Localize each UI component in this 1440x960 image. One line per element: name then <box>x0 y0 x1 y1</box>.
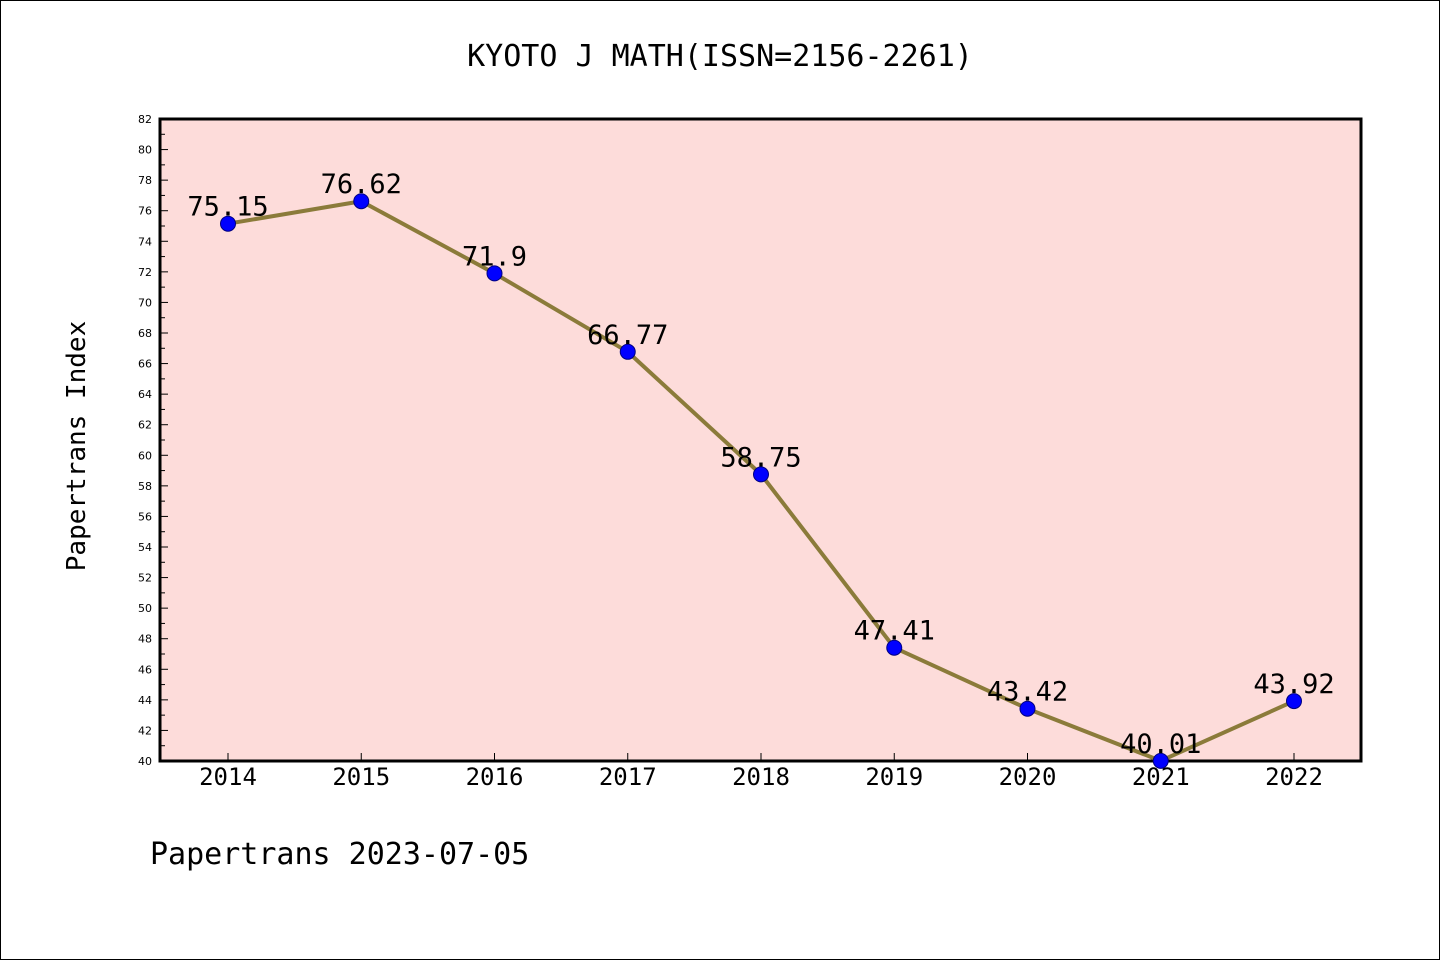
y-tick-label: 48 <box>138 633 152 646</box>
data-point <box>619 343 636 360</box>
plot-area <box>158 117 1363 763</box>
x-tick-label: 2017 <box>599 763 657 791</box>
data-point <box>1019 700 1036 717</box>
data-point <box>886 639 903 656</box>
data-point <box>753 466 769 483</box>
x-axis: 2014 2015 2016 2017 2018 2019 2020 2021 2022 <box>199 753 1323 791</box>
y-tick-label: 60 <box>138 449 152 462</box>
data-point <box>353 193 370 210</box>
y-tick-label: 46 <box>138 663 152 676</box>
data-label: 76.62 <box>321 169 402 200</box>
y-tick-label: 54 <box>138 541 152 554</box>
data-label: 71.9 <box>462 241 527 272</box>
y-tick-label: 80 <box>138 144 152 157</box>
x-tick-label: 2019 <box>865 763 923 791</box>
y-tick-label: 44 <box>138 694 152 707</box>
x-tick-label: 2014 <box>199 763 257 791</box>
y-tick-label: 70 <box>138 296 152 309</box>
data-point <box>486 265 503 282</box>
data-point <box>1152 752 1169 769</box>
y-tick-label: 68 <box>138 327 152 340</box>
data-point <box>220 215 236 232</box>
data-label: 43.42 <box>987 677 1068 708</box>
y-tick-label: 58 <box>138 480 152 493</box>
data-label: 40.01 <box>1120 729 1201 760</box>
x-tick-label: 2020 <box>999 763 1057 791</box>
data-label: 47.41 <box>854 616 935 647</box>
y-tick-label: 76 <box>138 205 152 218</box>
data-point <box>1286 693 1302 710</box>
y-tick-label: 62 <box>138 419 152 432</box>
y-tick-label: 40 <box>138 755 152 768</box>
y-tick-label: 52 <box>138 572 152 585</box>
footer-text: Papertrans 2023-07-05 <box>150 837 529 872</box>
y-tick-label: 82 <box>138 113 152 126</box>
series-markers <box>220 193 1302 769</box>
x-tick-label: 2018 <box>732 763 790 791</box>
data-label: 43.92 <box>1253 669 1334 700</box>
data-labels: 75.15 76.62 71.9 66.77 58.75 47.41 43.42 40.01 4… <box>187 169 1334 760</box>
data-label: 66.77 <box>587 320 668 351</box>
data-label: 75.15 <box>187 192 268 223</box>
y-tick-label: 74 <box>138 235 152 248</box>
y-tick-label: 64 <box>138 388 152 401</box>
x-tick-label: 2022 <box>1265 763 1323 791</box>
y-tick-label: 78 <box>138 174 152 187</box>
data-label: 58.75 <box>720 442 801 473</box>
y-tick-label: 72 <box>138 266 152 279</box>
chart-title: KYOTO J MATH(ISSN=2156-2261) <box>467 39 973 74</box>
y-tick-label: 50 <box>138 602 152 615</box>
y-tick-label: 42 <box>138 724 152 737</box>
y-axis-label: Papertrans Index <box>62 321 92 571</box>
y-axis: 40 42 44 46 48 50 52 54 56 58 60 62 64 66 68 70 72 74 76 78… <box>138 113 168 768</box>
y-tick-label: 56 <box>138 510 152 523</box>
y-tick-label: 66 <box>138 358 152 371</box>
x-tick-label: 2015 <box>332 763 390 791</box>
x-tick-label: 2016 <box>466 763 524 791</box>
